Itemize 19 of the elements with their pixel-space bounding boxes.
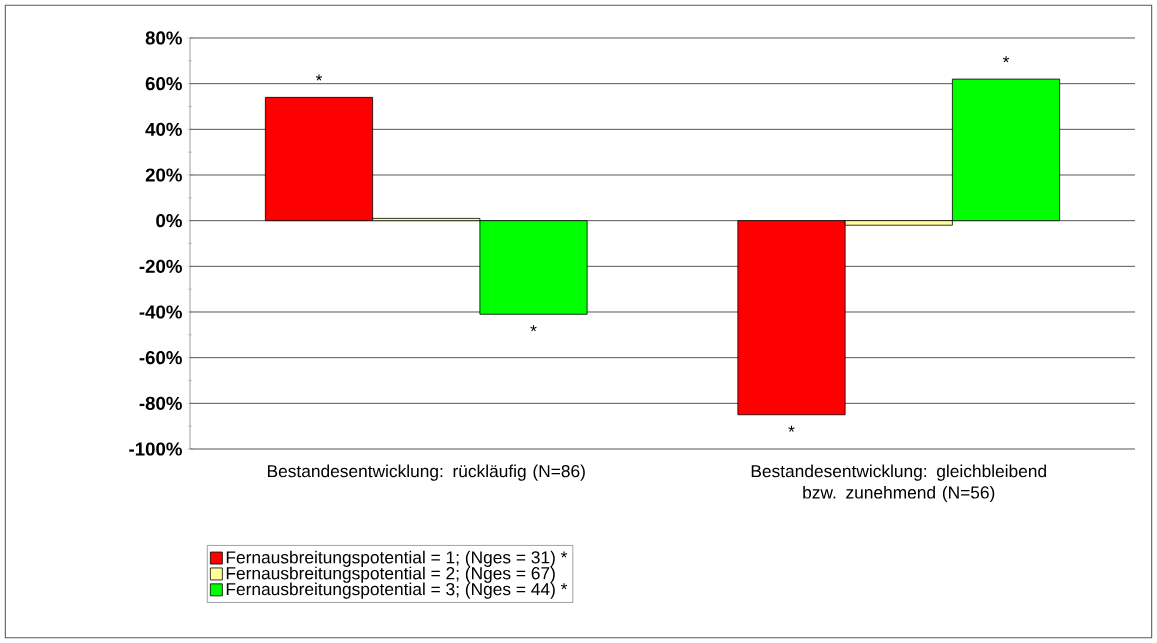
legend-label: Fernausbreitungspotential = 3; (Nges = 44) * bbox=[226, 582, 568, 599]
legend-label: Fernausbreitungspotential = 2; (Nges = 67) bbox=[226, 566, 555, 583]
y-tick-label: -100% bbox=[129, 442, 182, 456]
y-tick-label: 80% bbox=[145, 31, 182, 45]
data-label: * bbox=[315, 74, 323, 81]
data-label: * bbox=[788, 425, 795, 432]
y-tick-label: -80% bbox=[139, 396, 182, 410]
x-tick-label: Bestandesentwicklung: gleichbleibend bzw. zunehmend (N=56) bbox=[751, 464, 1046, 503]
x-tick-label: Bestandesentwicklung: rückläufig (N=86) bbox=[267, 464, 585, 481]
legend-label: Fernausbreitungspotential = 1; (Nges = 31) * bbox=[226, 550, 568, 567]
y-tick-label: 40% bbox=[145, 122, 182, 136]
data-label: * bbox=[1002, 56, 1010, 63]
y-tick-label: -40% bbox=[139, 305, 182, 319]
y-tick-label: 20% bbox=[145, 168, 182, 182]
y-tick-label: -20% bbox=[139, 259, 182, 273]
y-tick-label: 0% bbox=[156, 214, 182, 228]
y-tick-label: -60% bbox=[139, 351, 182, 365]
data-label: * bbox=[530, 325, 537, 332]
y-tick-label: 60% bbox=[145, 77, 182, 91]
